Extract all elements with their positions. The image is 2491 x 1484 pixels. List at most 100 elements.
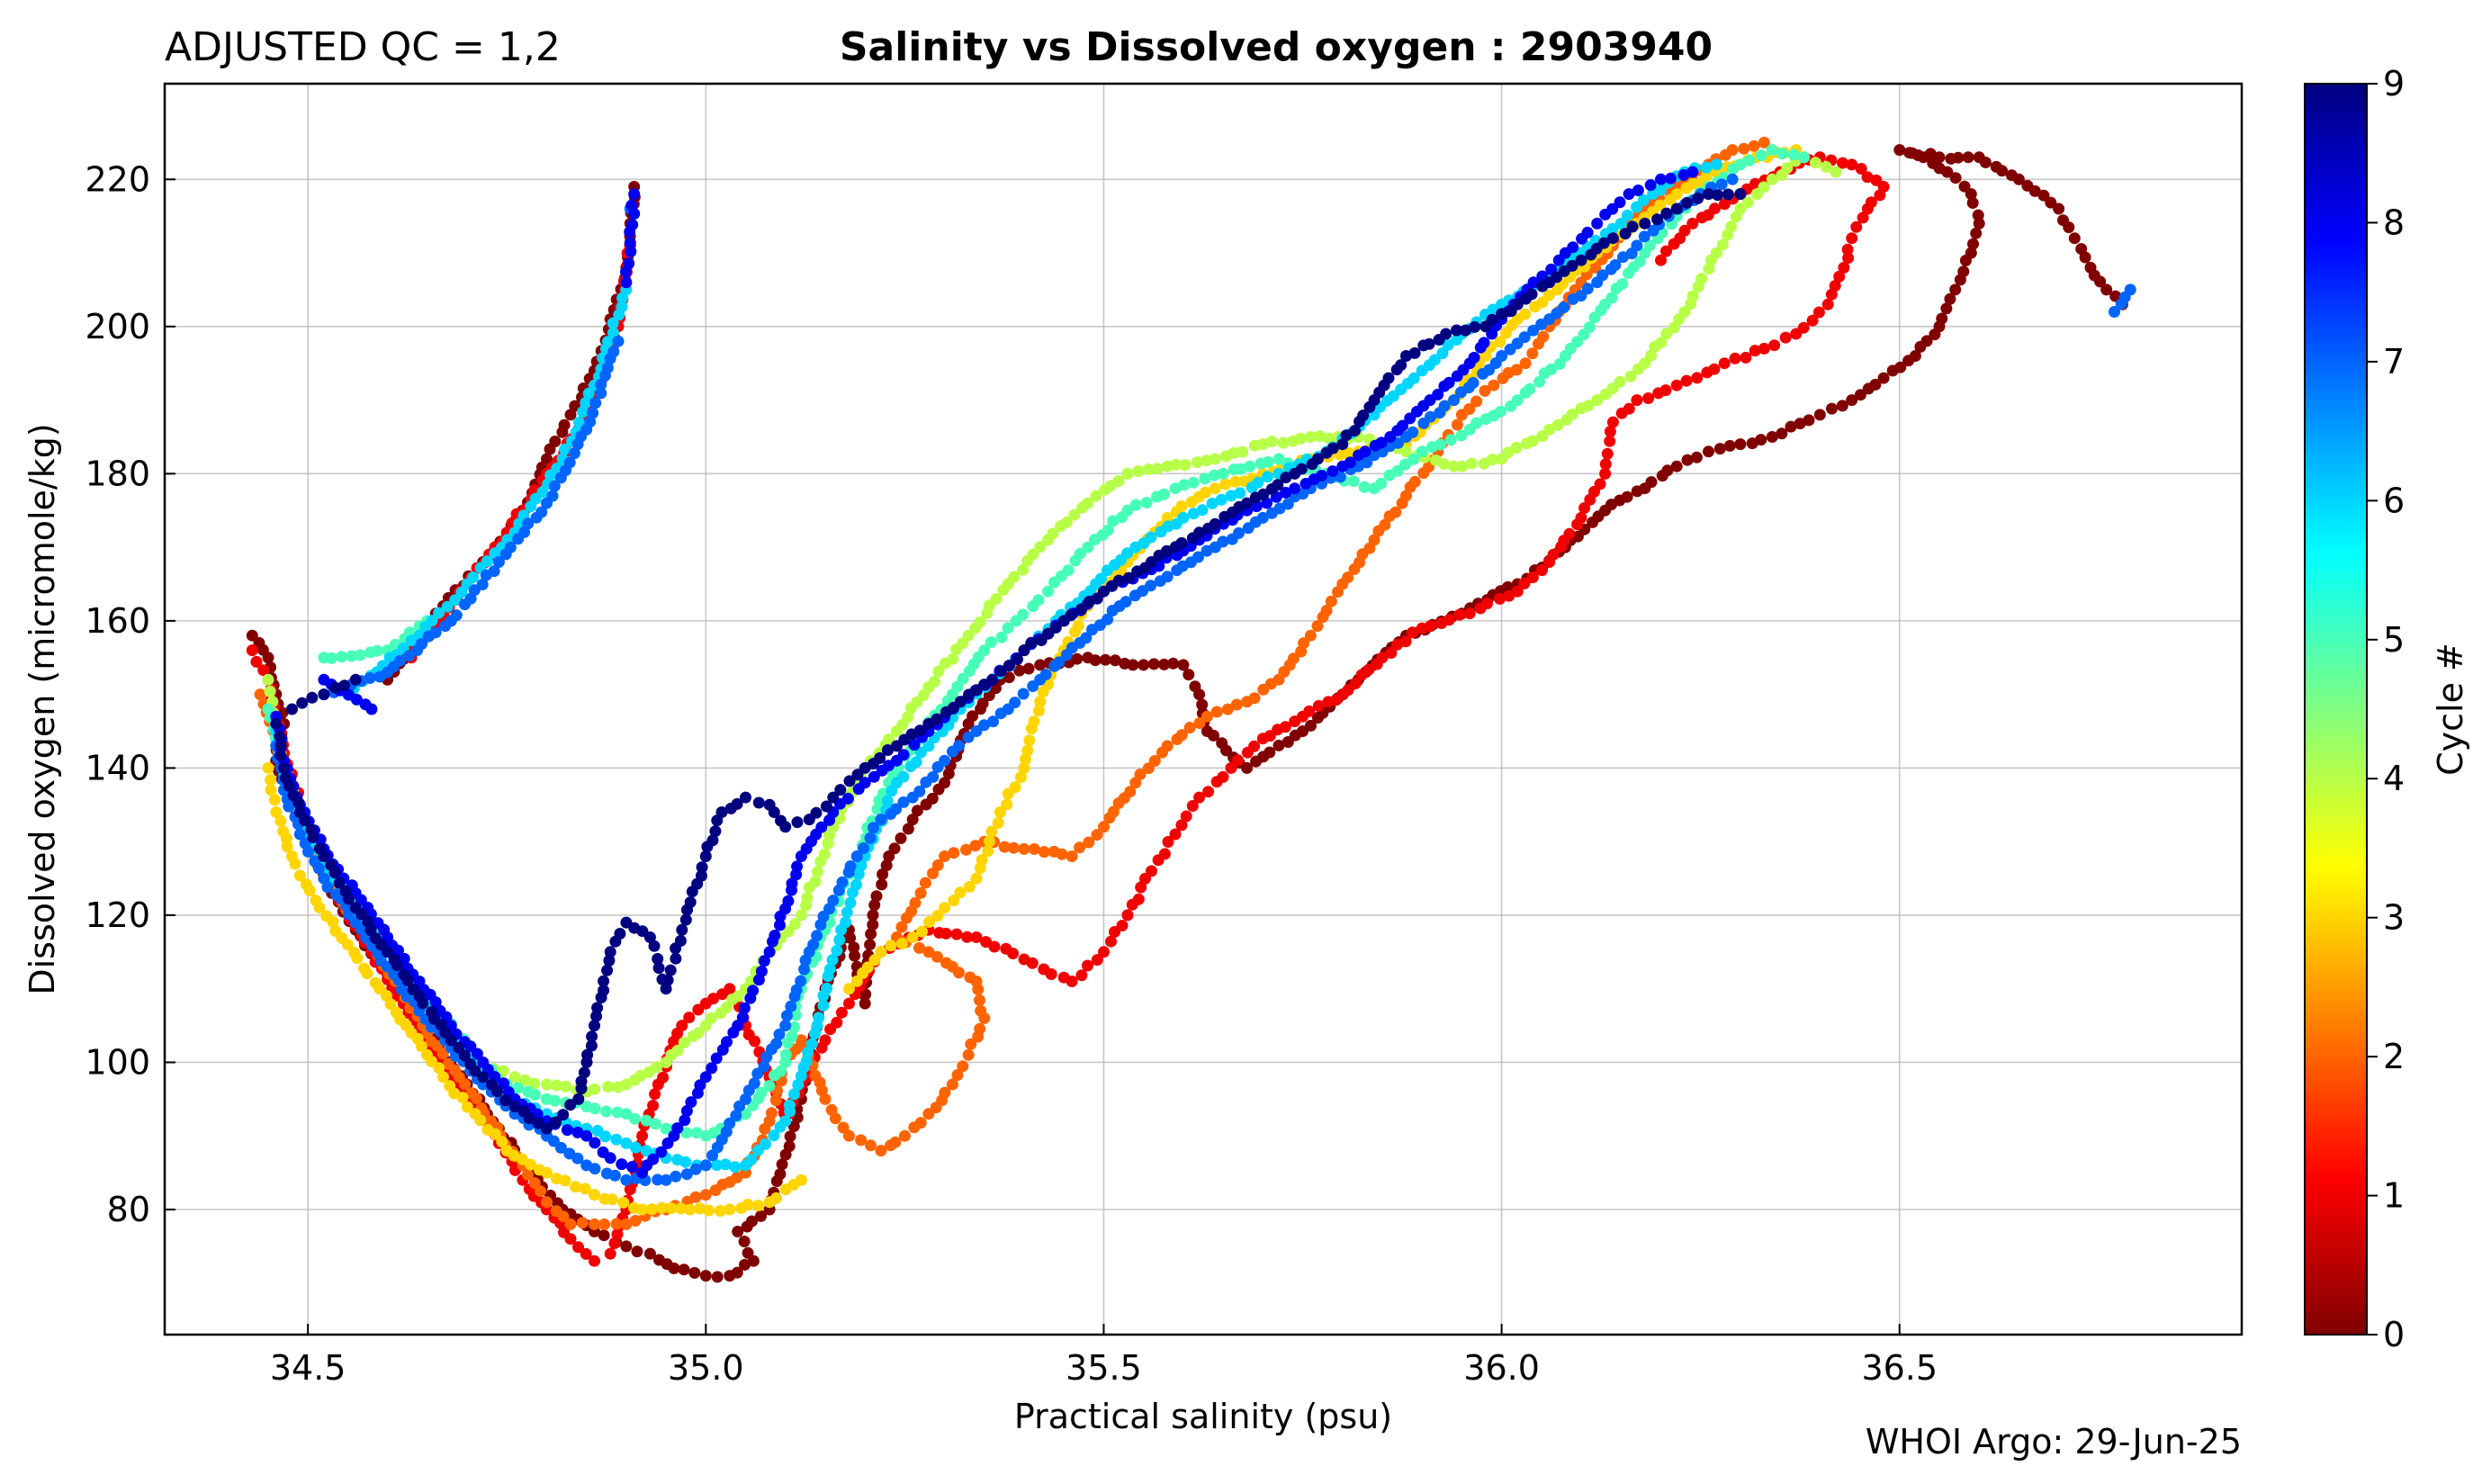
data-point <box>1979 157 1992 168</box>
data-point <box>1257 488 1270 500</box>
data-point <box>1692 192 1704 204</box>
data-point <box>882 744 894 756</box>
data-point <box>1376 652 1389 664</box>
data-point <box>953 740 966 751</box>
data-points <box>246 136 2136 1283</box>
data-point <box>1949 172 1962 184</box>
data-point <box>1210 706 1223 718</box>
data-point <box>591 1002 604 1014</box>
data-point <box>898 1129 911 1142</box>
data-point <box>643 1247 656 1260</box>
data-point <box>604 1247 616 1260</box>
data-point <box>1391 464 1404 477</box>
data-point <box>775 1065 787 1077</box>
data-point <box>867 919 879 931</box>
data-point <box>402 650 415 662</box>
data-point <box>906 814 919 826</box>
data-point <box>868 770 880 783</box>
data-point <box>960 843 972 856</box>
data-point <box>1496 350 1508 362</box>
data-point <box>1241 497 1254 509</box>
data-point <box>1228 446 1240 459</box>
data-point <box>755 965 768 977</box>
data-point <box>1494 405 1506 418</box>
data-point <box>819 1034 832 1047</box>
data-point <box>1479 384 1491 397</box>
data-point <box>805 1038 818 1050</box>
data-point <box>1448 394 1461 407</box>
data-point <box>785 1000 797 1012</box>
data-point <box>607 346 620 358</box>
data-point <box>589 1083 601 1095</box>
data-point <box>871 803 884 815</box>
data-point <box>1017 563 1030 576</box>
data-point <box>461 1101 473 1113</box>
data-point <box>1022 662 1035 675</box>
data-point <box>329 681 342 694</box>
data-point <box>911 805 923 817</box>
data-point <box>534 1185 546 1198</box>
data-point <box>826 954 839 967</box>
data-point <box>1933 151 1946 164</box>
data-point <box>1375 436 1388 449</box>
data-point <box>382 946 394 958</box>
data-point <box>1781 162 1794 175</box>
data-point <box>843 997 855 1010</box>
data-point <box>1686 166 1699 178</box>
data-point <box>657 1071 670 1084</box>
data-point <box>1001 798 1013 811</box>
data-point <box>954 886 967 899</box>
data-point <box>1209 482 1221 495</box>
data-point <box>541 453 553 465</box>
data-point <box>699 1071 712 1084</box>
data-point <box>338 679 351 692</box>
data-point <box>1281 498 1294 510</box>
data-point <box>571 1152 584 1165</box>
data-point <box>655 1146 668 1158</box>
data-point <box>647 1153 660 1165</box>
data-point <box>1597 237 1610 249</box>
data-point <box>923 916 935 928</box>
data-point <box>274 749 287 761</box>
data-point <box>1193 688 1206 701</box>
data-point <box>731 1171 743 1183</box>
x-axis-ticks: 34.5 35.0 35.5 36.0 36.5 <box>270 1324 1938 1388</box>
data-point <box>1589 261 1602 274</box>
data-point <box>1614 196 1626 209</box>
data-point <box>1196 698 1209 711</box>
data-point <box>1726 144 1739 157</box>
data-point <box>868 822 879 834</box>
data-point <box>1681 196 1693 209</box>
data-point <box>1423 337 1435 350</box>
data-point <box>699 850 712 862</box>
data-point <box>1416 445 1428 458</box>
data-point <box>837 1121 850 1134</box>
data-point <box>572 1093 585 1105</box>
data-point <box>601 362 614 374</box>
data-point <box>1217 467 1229 480</box>
data-point <box>1175 819 1188 832</box>
data-point <box>848 941 860 954</box>
data-point <box>535 506 548 518</box>
data-point <box>488 565 500 578</box>
data-point <box>1794 418 1806 430</box>
data-point <box>769 1094 782 1107</box>
data-point <box>1003 671 1015 684</box>
data-point <box>349 673 362 686</box>
data-point <box>1074 841 1086 854</box>
data-point <box>1098 946 1110 958</box>
data-point <box>1342 684 1354 697</box>
data-point <box>589 1255 600 1267</box>
data-point <box>1809 157 1821 169</box>
data-point <box>1463 403 1476 415</box>
colorbar-tick-label: 8 <box>2383 202 2405 242</box>
data-point <box>1408 475 1421 488</box>
data-point <box>1440 328 1452 340</box>
data-point <box>1703 445 1714 458</box>
data-point <box>1225 490 1237 502</box>
data-point <box>1766 173 1778 185</box>
data-point <box>1470 417 1483 429</box>
data-point <box>1940 302 1953 315</box>
data-point <box>1614 217 1627 229</box>
data-point <box>954 696 967 708</box>
